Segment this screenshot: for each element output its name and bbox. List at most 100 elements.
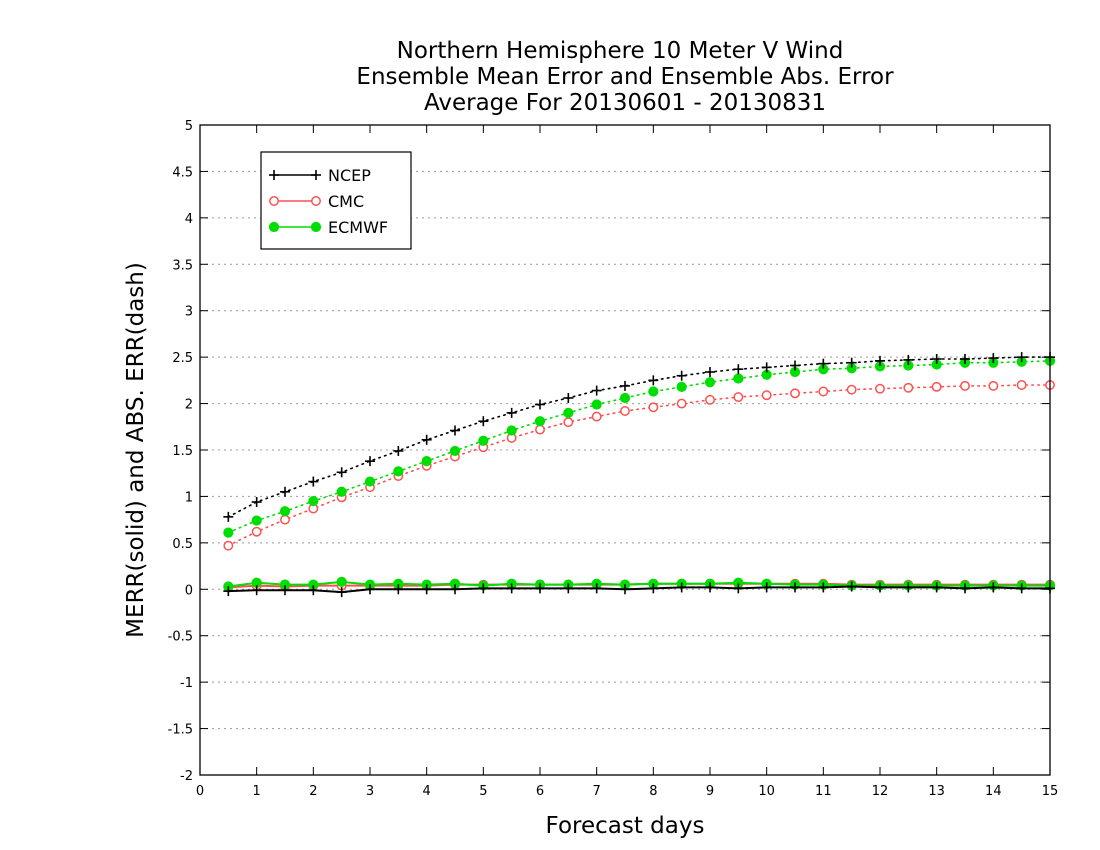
mean-error-point [506, 583, 517, 594]
x-tick-label: 13 [928, 784, 945, 799]
y-tick-label: 1 [185, 490, 193, 505]
mean-error-point [223, 586, 234, 597]
x-tick-label: 8 [649, 784, 657, 799]
legend-label: NCEP [328, 166, 371, 185]
mean-error-point [450, 584, 460, 595]
legend-marker [311, 170, 321, 180]
abs-error-point [1016, 352, 1027, 363]
y-tick-label: -0.5 [168, 630, 193, 645]
abs-error-point [648, 375, 659, 386]
abs-error-point [790, 360, 800, 371]
y-tick-label: 1.5 [172, 444, 193, 459]
abs-error-point [761, 362, 772, 373]
abs-error-point [535, 424, 545, 435]
y-tick-label: -1 [180, 676, 193, 691]
abs-error-point [591, 385, 602, 396]
legend-marker [311, 196, 321, 206]
series-lines [223, 352, 1056, 598]
mean-error-point [676, 582, 687, 593]
mean-error-point [705, 582, 715, 593]
abs-error-point [223, 511, 234, 522]
abs-error-point [336, 467, 347, 478]
abs-error-point [648, 386, 659, 397]
mean-error-point [988, 582, 999, 593]
legend-marker [268, 221, 280, 233]
mean-error-point [280, 585, 290, 596]
abs-error-point [1016, 380, 1027, 390]
abs-error-point [931, 381, 942, 392]
abs-error-point [761, 390, 772, 401]
abs-error-point [336, 486, 347, 497]
abs-error-point [988, 380, 999, 391]
x-tick-label: 5 [479, 784, 487, 799]
abs-error-point [960, 380, 970, 391]
y-tick-label: -1.5 [168, 723, 193, 738]
abs-error-point [563, 417, 574, 428]
abs-error-point [875, 383, 885, 394]
x-tick-label: 3 [366, 784, 374, 799]
x-axis-label: Forecast days [546, 813, 705, 839]
mean-error-point [931, 582, 942, 593]
abs-error-point [280, 514, 290, 525]
abs-error-point [478, 416, 489, 427]
abs-error-point [931, 354, 942, 364]
abs-error-point [251, 526, 262, 537]
legend-marker [269, 196, 279, 206]
abs-error-point [365, 456, 375, 467]
abs-error-point [875, 355, 885, 366]
abs-error-point [450, 425, 460, 436]
abs-error-point [818, 358, 829, 369]
x-tick-label: 12 [872, 784, 889, 799]
abs-error-point [478, 435, 489, 446]
legend: NCEP CMC ECMWF [260, 151, 412, 250]
abs-error-line [227, 356, 1051, 518]
abs-error-point [903, 354, 914, 365]
legend-marker [310, 221, 322, 233]
legend-item-ncep: NCEP [269, 166, 371, 185]
x-tick-label: 4 [423, 784, 431, 799]
mean-error-point [393, 584, 404, 595]
series-ecmwf [223, 355, 1056, 592]
abs-error-point [648, 402, 659, 413]
mean-error-point [903, 582, 914, 593]
title-line: Northern Hemisphere 10 Meter V Wind [397, 38, 844, 64]
abs-error-point [449, 445, 461, 457]
mean-error-point [875, 582, 885, 593]
abs-error-point [705, 394, 715, 405]
abs-error-point [846, 384, 857, 395]
abs-error-point [506, 407, 517, 418]
abs-error-point [619, 392, 631, 404]
mean-error-point [421, 584, 432, 595]
y-tick-label: -2 [180, 769, 193, 784]
abs-error-point [960, 354, 970, 364]
x-tick-label: 11 [815, 784, 832, 799]
legend-label: ECMWF [328, 218, 388, 237]
abs-error-point [846, 357, 857, 368]
mean-error-point [336, 587, 347, 598]
y-tick-label: 3.5 [172, 258, 193, 273]
mean-error-point [563, 583, 574, 594]
mean-error-point [818, 582, 829, 593]
mean-error-point [308, 585, 319, 596]
mean-error-point [648, 583, 659, 594]
abs-error-point [223, 540, 234, 551]
y-tick-label: 2.5 [172, 351, 193, 366]
abs-error-point [903, 382, 914, 393]
x-tick-label: 14 [985, 784, 1002, 799]
abs-error-point [676, 370, 687, 381]
abs-error-point [279, 506, 291, 517]
abs-error-point [364, 476, 376, 487]
abs-error-point [280, 486, 290, 497]
legend-item-cmc: CMC [269, 192, 364, 211]
abs-error-point [534, 416, 546, 427]
abs-error-point [591, 399, 602, 410]
abs-error-point [988, 353, 999, 364]
legend-marker [269, 170, 279, 180]
mean-error-point [535, 583, 545, 594]
abs-error-point [308, 495, 319, 507]
abs-error-point [251, 497, 262, 507]
mean-error-point [960, 583, 970, 594]
abs-error-point [705, 367, 715, 377]
abs-error-point [818, 386, 829, 397]
abs-error-point [733, 373, 744, 384]
